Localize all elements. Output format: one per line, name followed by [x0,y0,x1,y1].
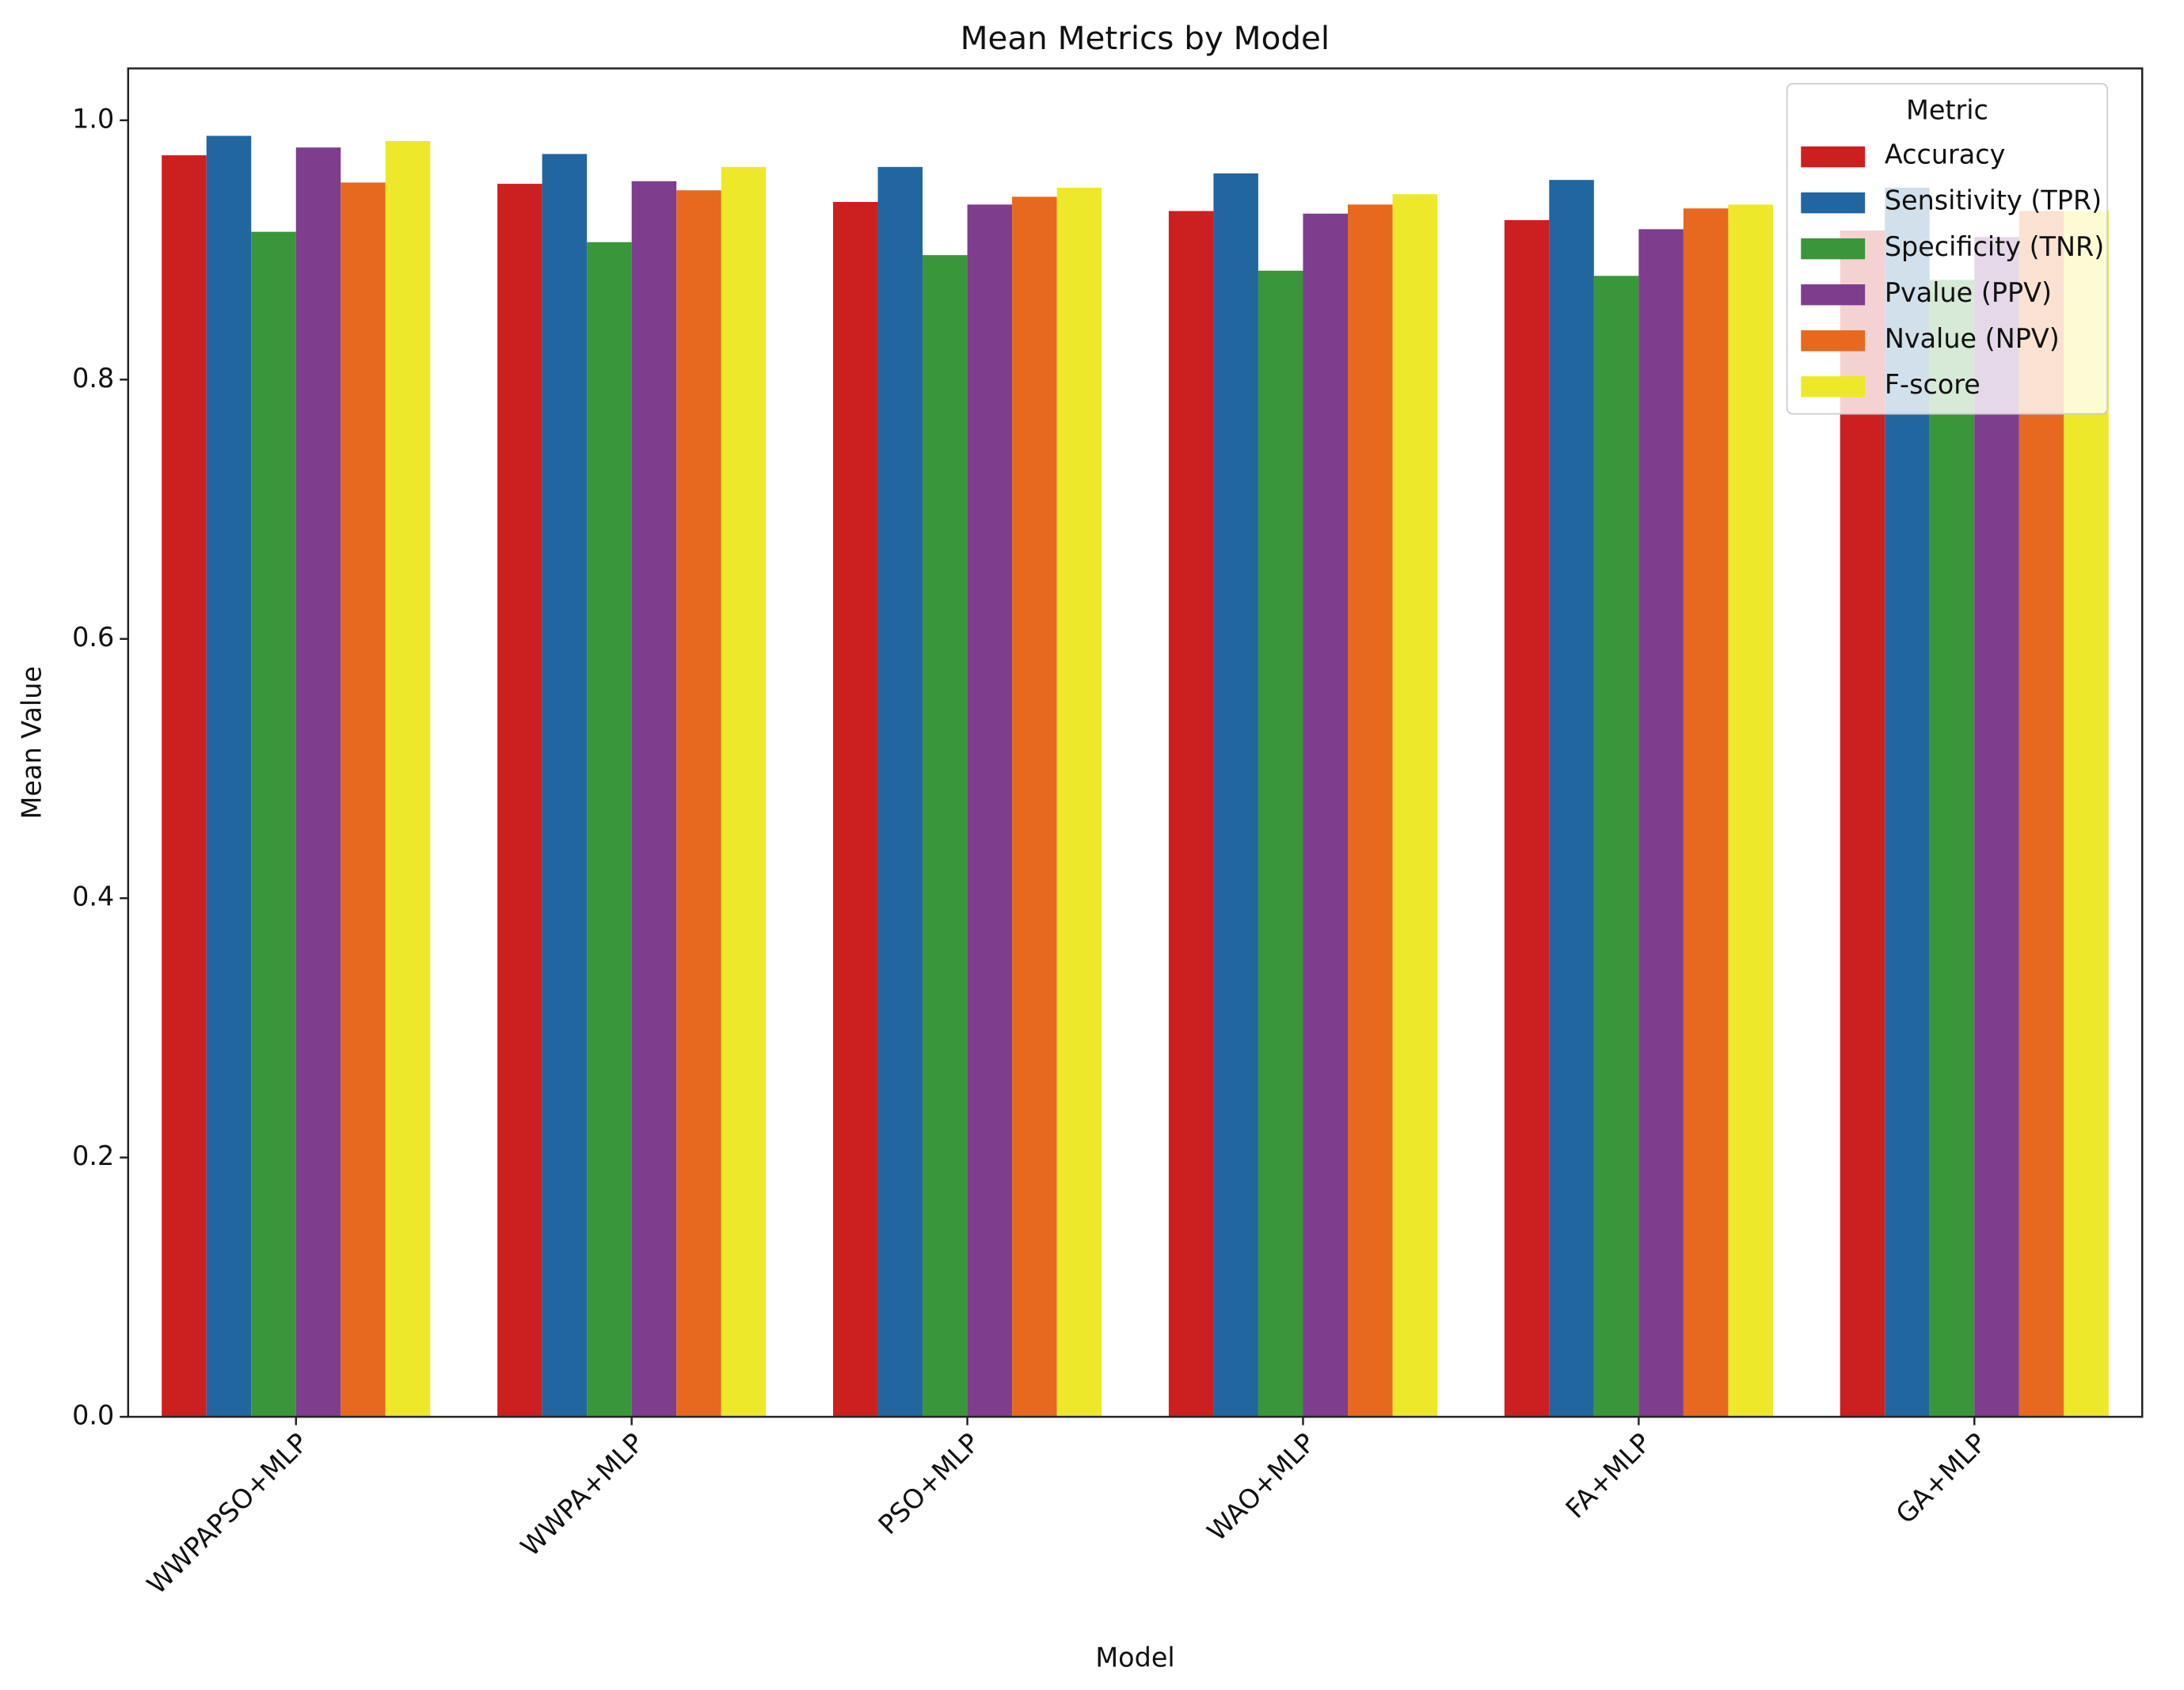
bar [1638,229,1684,1418]
bar [1392,194,1438,1418]
x-tick-label: PSO+MLP [873,1427,986,1540]
legend-swatch [1801,192,1866,214]
y-tick-label: 0.6 [72,622,114,653]
bar [1929,280,1975,1418]
legend-label: Sensitivity (TPR) [1885,185,2102,216]
x-tick-label: GA+MLP [1890,1427,1993,1530]
y-axis-label: Mean Value [17,666,48,819]
bar [542,154,588,1418]
bar [676,190,721,1418]
bar [206,135,252,1418]
bar [721,166,767,1418]
legend-swatch [1801,146,1866,168]
bar [631,181,677,1418]
legend-label: Pvalue (PPV) [1885,277,2052,308]
legend-swatch [1801,238,1866,260]
bar [1974,237,2019,1418]
y-tick-label: 0.2 [72,1140,114,1171]
bar [1213,173,1258,1418]
x-tick-label: FA+MLP [1560,1427,1657,1524]
plot-frame [127,67,2144,1418]
legend-swatch [1801,330,1866,352]
y-tick-label: 0.8 [72,363,114,394]
bar [1840,230,1885,1418]
bar [1303,213,1348,1418]
bar [497,184,542,1418]
x-tick-label: WWPAPSO+MLP [141,1427,314,1601]
bar [1549,180,1594,1418]
bar [1258,270,1303,1418]
chart-title: Mean Metrics by Model [961,19,1330,57]
bar [587,242,632,1418]
bar [1168,211,1214,1418]
bar [1728,204,1773,1418]
legend-swatch [1801,376,1866,398]
bar [251,231,296,1418]
legend-label: Nvalue (NPV) [1885,323,2060,354]
y-tick-label: 0.0 [72,1400,114,1431]
y-tick-label: 1.0 [72,103,114,134]
legend-title: Metric [1906,94,1988,125]
bar [385,141,431,1418]
bar [877,166,923,1418]
bar [341,182,386,1418]
y-tick-label: 0.4 [72,881,114,912]
bar [1593,276,1639,1418]
legend-label: F-score [1885,369,1980,400]
bar [1012,196,1057,1418]
legend-label: Accuracy [1885,139,2006,170]
bar [967,204,1013,1418]
bar [295,147,341,1418]
bar [162,155,207,1418]
bar [1504,219,1550,1418]
bar [833,202,878,1418]
x-tick-label: WWPA+MLP [515,1427,650,1562]
bar [923,255,968,1418]
x-tick-label: WAO+MLP [1201,1427,1322,1547]
legend-swatch [1801,284,1866,306]
bar [1347,204,1393,1418]
x-axis-label: Model [1095,1642,1174,1673]
bar [1056,188,1102,1418]
legend-label: Specificity (TNR) [1885,231,2104,262]
legend-box [1786,82,2109,415]
legend: Metric Accuracy Sensitivity (TPR) Specifici… [1786,82,2109,415]
bar [1683,208,1729,1418]
